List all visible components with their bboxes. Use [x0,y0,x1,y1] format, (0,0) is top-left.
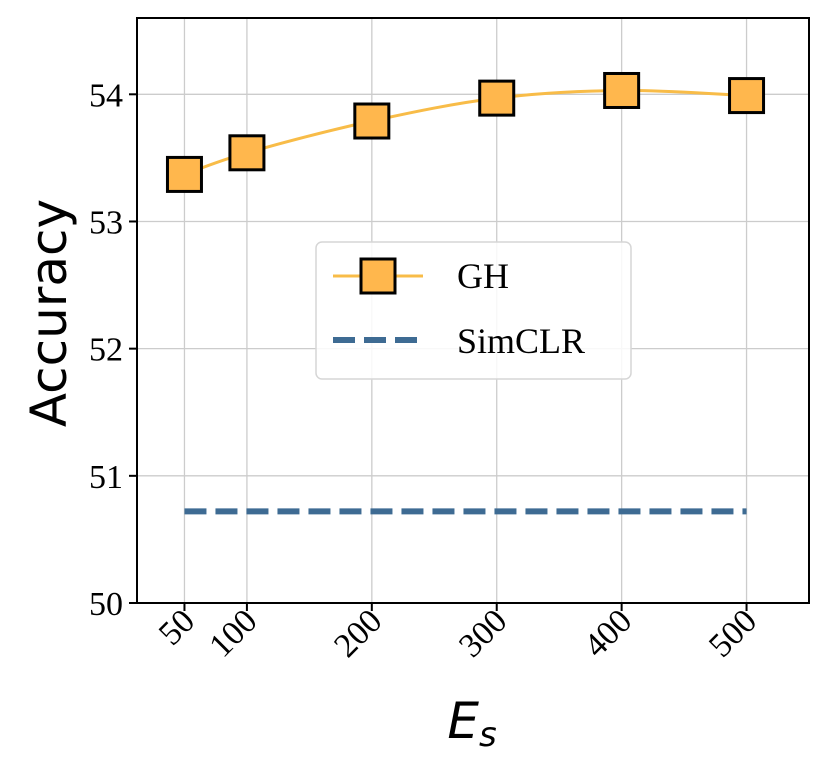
x-tick-label: 300 [452,602,514,664]
x-tick-label: 400 [577,602,639,664]
gh-marker [228,134,266,172]
legend-gh-marker [359,257,397,295]
gh-markers [165,71,766,193]
x-axis-label: Es [447,692,496,755]
gh-marker [353,102,391,140]
legend-gh-label: GH [457,256,509,296]
y-tick-label: 54 [89,77,123,114]
x-axis-label-subscript: s [479,715,497,755]
legend-simclr-label: SimCLR [457,321,585,361]
y-tick-label: 51 [89,459,123,496]
gh-marker [165,155,203,193]
gh-marker [478,79,516,117]
x-axis-ticks: 50 100 200 300 400 500 [152,602,764,664]
gh-line [183,88,747,176]
x-tick-label: 200 [327,602,389,664]
x-tick-label: 500 [702,602,764,664]
y-tick-label: 52 [89,332,123,369]
y-axis-label: Accuracy [20,199,78,427]
plot-frame [136,17,810,604]
gh-marker [728,77,766,115]
x-tick-label: 50 [152,602,202,652]
gh-marker [603,71,641,109]
y-tick-label: 50 [89,586,123,623]
y-tick-label: 53 [89,204,123,241]
legend: GH SimCLR [315,241,632,380]
x-tick-label: 100 [202,602,264,664]
x-axis-label-main: E [447,692,479,750]
y-axis-ticks: 50 51 52 53 54 [89,77,137,623]
